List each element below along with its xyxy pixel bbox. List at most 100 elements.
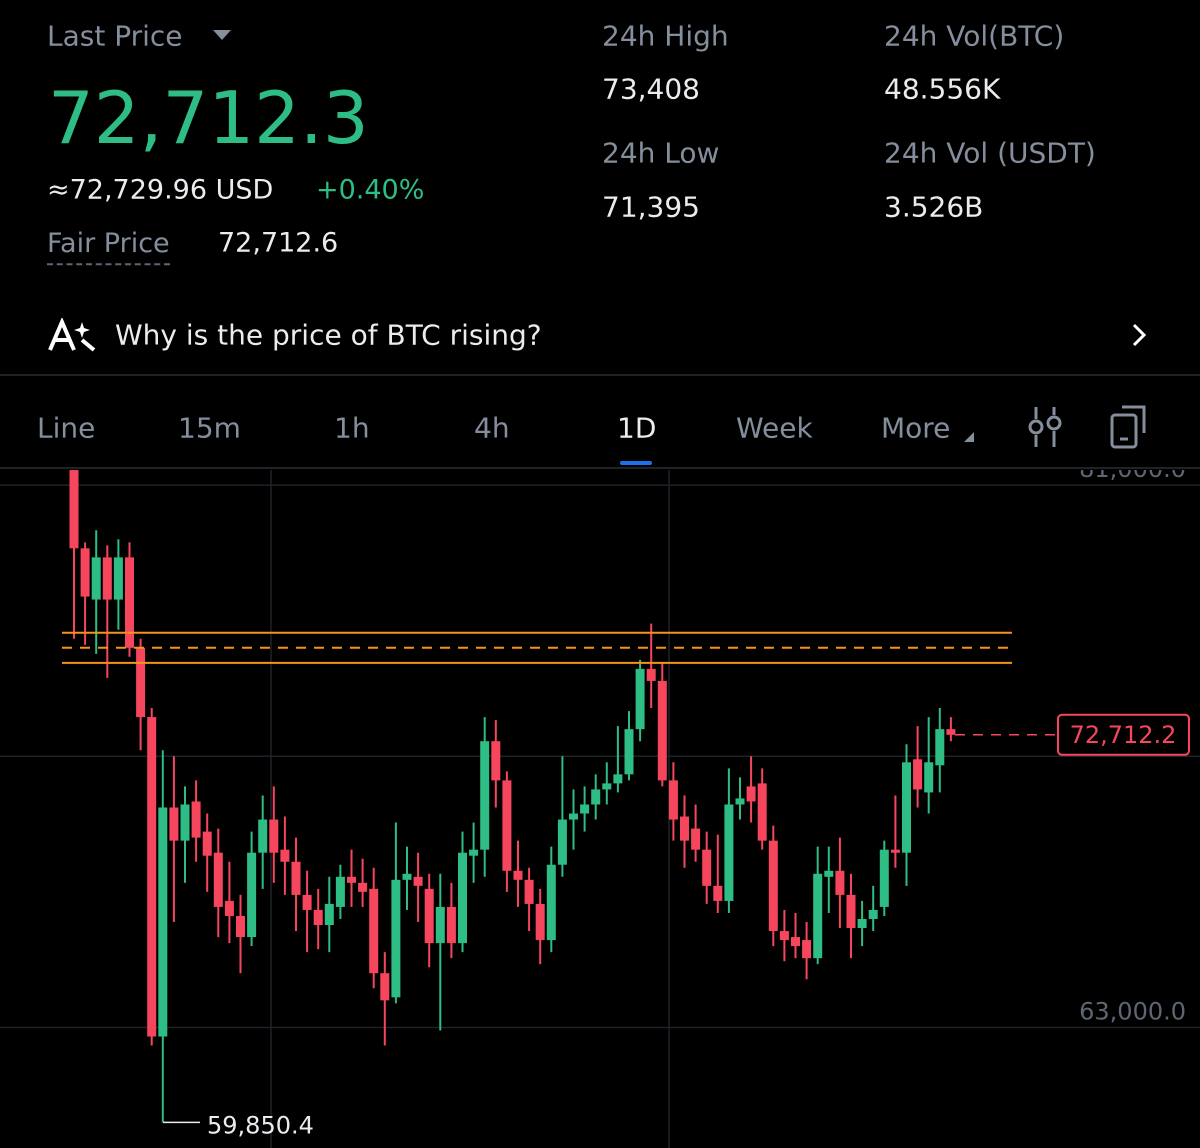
- tab-underline: [620, 461, 652, 465]
- candle-body: [347, 876, 356, 883]
- ai-icon[interactable]: [48, 318, 100, 352]
- candle-body: [779, 931, 789, 941]
- tab[interactable]: Week: [736, 411, 813, 445]
- candle-body: [236, 915, 245, 938]
- fair-price: 72,712.6: [218, 227, 339, 259]
- divider: [0, 467, 1200, 469]
- candle-body: [868, 909, 878, 919]
- candle-body: [125, 557, 134, 648]
- candle-body: [391, 879, 401, 998]
- candle-body: [202, 831, 212, 856]
- candle-body: [824, 870, 834, 877]
- candle-body: [180, 804, 190, 841]
- stat-value: 71,395: [602, 190, 700, 224]
- candle-body: [480, 741, 490, 850]
- candle-body: [191, 801, 201, 838]
- tab[interactable]: 15m: [178, 411, 241, 445]
- candle-body: [802, 940, 812, 959]
- tab[interactable]: More: [881, 411, 951, 445]
- candle-body: [502, 780, 512, 871]
- candle-body: [335, 876, 345, 907]
- price-change: +0.40%: [316, 174, 425, 206]
- tab[interactable]: 1D: [617, 411, 657, 445]
- candle-body: [857, 918, 867, 929]
- candle-body: [735, 798, 745, 805]
- last-price-label: 72,712.2: [1070, 721, 1177, 749]
- stat-label: 24h High: [602, 19, 729, 53]
- divider: [0, 374, 1200, 376]
- candle-body: [680, 816, 689, 841]
- candle-body: [80, 548, 90, 597]
- candle-body: [635, 668, 645, 730]
- candle-body: [757, 783, 767, 841]
- candle-body: [546, 864, 556, 941]
- candle-body: [147, 717, 157, 1037]
- candle-body: [691, 828, 701, 850]
- candle-body: [113, 557, 123, 600]
- candle-body: [535, 903, 545, 941]
- candle-body: [657, 680, 667, 781]
- last-price-label[interactable]: Last Price: [47, 19, 183, 53]
- candle-body: [91, 557, 101, 600]
- candle-body: [491, 741, 501, 781]
- candle-body: [269, 819, 279, 853]
- candle-body: [946, 729, 956, 735]
- stat-value: 48.556K: [884, 72, 1001, 106]
- last-price: 72,712.3: [48, 76, 369, 160]
- candle-body: [557, 819, 567, 865]
- candle-body: [69, 470, 79, 549]
- candle-body: [513, 870, 523, 880]
- ai-prompt[interactable]: Why is the price of BTC rising?: [115, 318, 542, 352]
- tab[interactable]: Line: [37, 411, 96, 445]
- candle-body: [724, 804, 734, 901]
- chevron[interactable]: [1130, 322, 1150, 348]
- candle-body: [136, 647, 146, 718]
- candle-body: [424, 888, 434, 944]
- stat-label: 24h Vol (USDT): [884, 136, 1096, 170]
- chart: 63,000.0 81,000.0 72,712.2 59,850.4: [0, 470, 1200, 1148]
- more-caret[interactable]: [962, 430, 976, 444]
- y-tick-label: 63,000.0: [1079, 997, 1186, 1025]
- candle-body: [768, 840, 778, 932]
- candle-body: [291, 861, 301, 895]
- settings-icon[interactable]: [1028, 405, 1064, 449]
- candle-body: [902, 762, 911, 853]
- tab[interactable]: 1h: [334, 411, 370, 445]
- stat-value: 73,408: [602, 72, 700, 106]
- tab[interactable]: 4h: [474, 411, 510, 445]
- fair-price-label[interactable]: Fair Price: [47, 228, 170, 266]
- candle-body: [413, 876, 423, 886]
- candle-body: [702, 849, 712, 886]
- candle-body: [380, 973, 390, 1001]
- y-tick-label: 81,000.0: [1079, 470, 1186, 483]
- candle-body: [458, 852, 467, 944]
- stat-label: 24h Vol(BTC): [884, 19, 1065, 53]
- candle-body: [569, 813, 578, 820]
- candle-body: [280, 849, 290, 862]
- candle-body: [791, 937, 800, 947]
- usd-price: ≈72,729.96 USD: [47, 174, 274, 206]
- candle-body: [446, 906, 456, 944]
- candle-body: [402, 873, 412, 880]
- candle-body: [313, 909, 323, 926]
- candle-body: [890, 849, 900, 853]
- candle-body: [835, 870, 845, 895]
- candle-body: [713, 885, 723, 901]
- candle-body: [613, 774, 623, 784]
- dropdown-icon[interactable]: [212, 28, 232, 42]
- candle-body: [913, 759, 923, 790]
- candle-body: [224, 900, 234, 916]
- candle-body: [602, 783, 612, 790]
- candle-body: [746, 786, 756, 802]
- stat-label: 24h Low: [602, 136, 720, 170]
- candle-body: [358, 882, 368, 892]
- candle-body: [435, 906, 445, 944]
- candle-body: [668, 780, 678, 820]
- candle-body: [524, 879, 534, 904]
- layout-icon[interactable]: [1108, 403, 1152, 449]
- candle-body: [924, 762, 934, 793]
- candle-body: [624, 729, 634, 775]
- low-label: 59,850.4: [207, 1111, 314, 1139]
- candle-body: [813, 873, 823, 959]
